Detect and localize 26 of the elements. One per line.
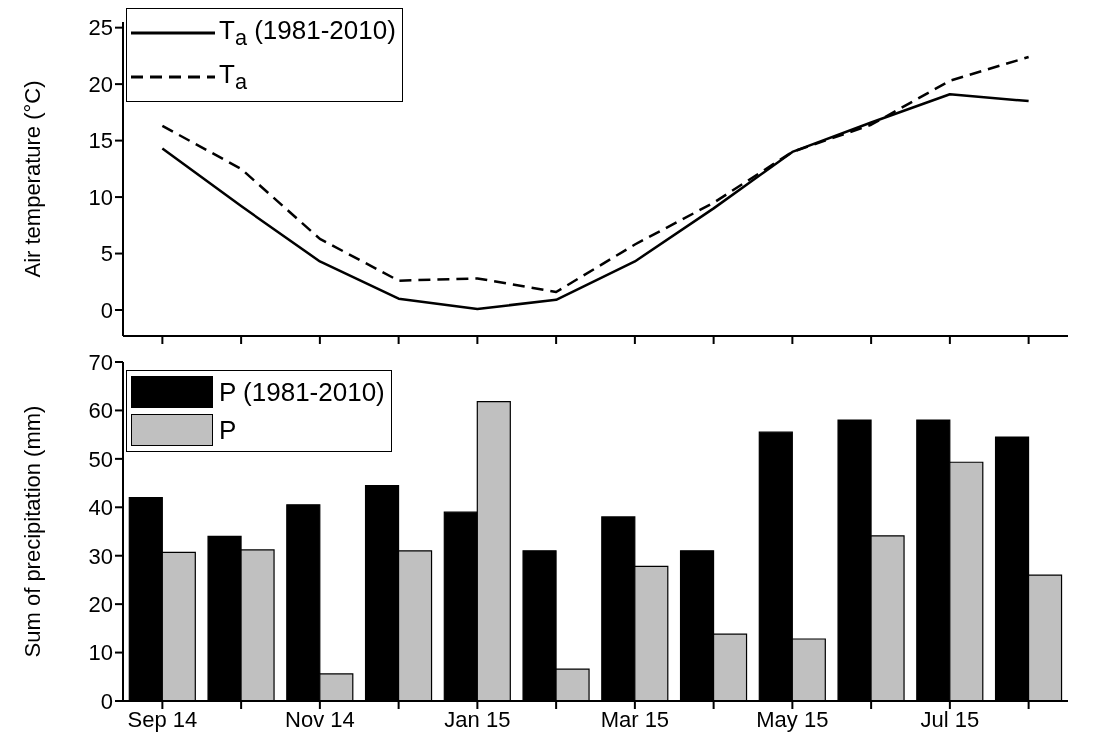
y-tick-label: 10: [88, 640, 113, 666]
x-tick-label: Mar 15: [600, 706, 670, 732]
y-tick-label: 70: [88, 349, 113, 375]
y-tick-label: 25: [88, 15, 113, 41]
y-tick-label: 20: [88, 71, 113, 97]
x-tick-label: Nov 14: [285, 706, 355, 732]
y-axis-title: Sum of precipitation (mm): [19, 405, 45, 658]
x-tick-label: Jul 15: [920, 706, 980, 732]
legend-label: P: [219, 414, 237, 446]
legend-label: P (1981-2010): [219, 376, 385, 408]
x-tick-label: Sep 14: [127, 706, 198, 732]
y-tick-label: 0: [100, 297, 113, 323]
y-tick-label: 60: [88, 398, 113, 424]
y-axis-title: Air temperature (°C): [19, 80, 45, 278]
y-tick-label: 5: [100, 241, 113, 267]
y-tick-label: 50: [88, 446, 113, 472]
legend-label: T$_{a}$ (1981-2010): [219, 14, 396, 52]
y-tick-label: 0: [100, 688, 113, 714]
x-tick-label: May 15: [756, 706, 829, 732]
y-tick-label: 15: [88, 128, 113, 154]
y-tick-label: 40: [88, 495, 113, 521]
x-tick-label: Jan 15: [444, 706, 511, 732]
legend-label: T$_{a}$: [219, 58, 247, 96]
y-tick-label: 20: [88, 591, 113, 617]
y-tick-label: 10: [88, 184, 113, 210]
y-tick-label: 30: [88, 543, 113, 569]
